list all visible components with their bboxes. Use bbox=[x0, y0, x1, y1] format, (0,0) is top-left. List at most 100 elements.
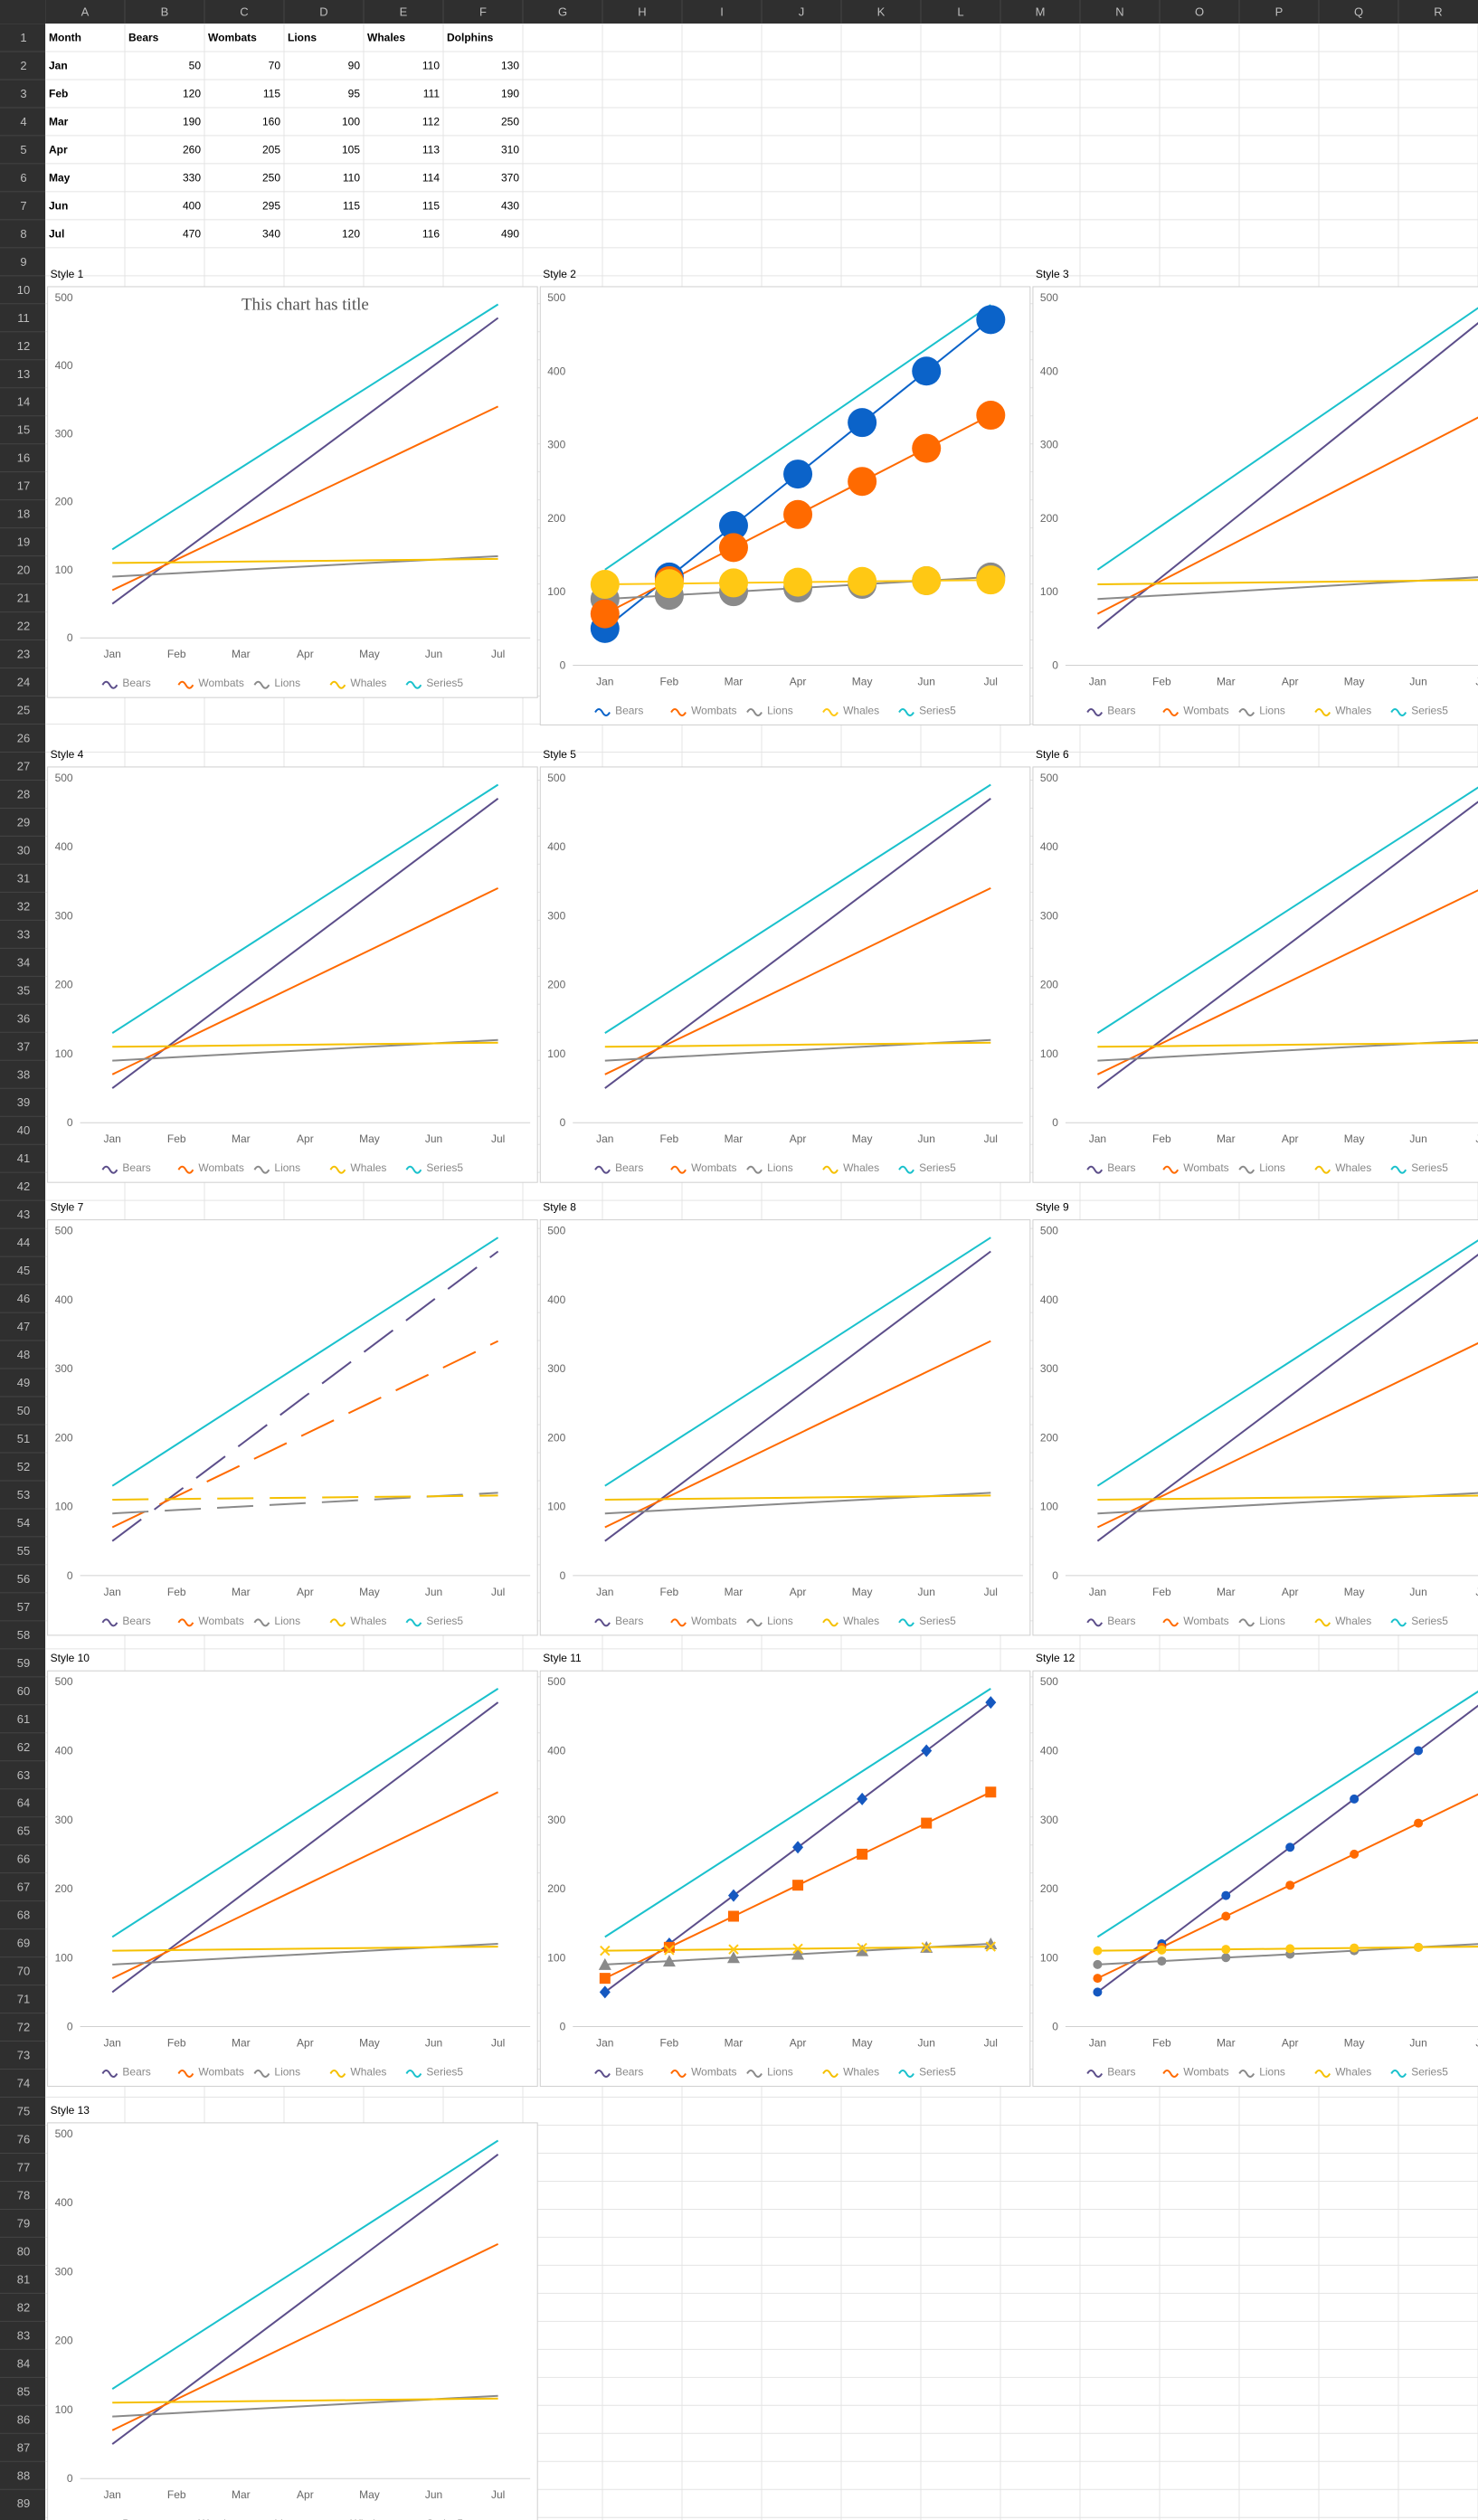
value-cell[interactable]: 190 bbox=[183, 115, 201, 128]
chart-style-11[interactable]: Style 11 0 100 200 300 400 500 Jan Feb Mar Apr May J… bbox=[539, 1652, 1031, 2088]
value-cell[interactable]: 90 bbox=[348, 59, 361, 71]
marker-whales[interactable] bbox=[1221, 1945, 1231, 1955]
chart-frame[interactable] bbox=[1032, 1670, 1478, 2088]
marker-lions[interactable] bbox=[598, 1957, 611, 1970]
value-cell[interactable]: 114 bbox=[422, 171, 440, 184]
row-header-59[interactable]: 59 bbox=[0, 1648, 45, 1670]
row-header-77[interactable]: 77 bbox=[0, 2152, 45, 2174]
month-cell[interactable]: Jan bbox=[49, 59, 68, 71]
series-line-wombats[interactable] bbox=[1096, 415, 1478, 615]
value-cell[interactable]: 115 bbox=[263, 87, 280, 99]
value-cell[interactable]: 110 bbox=[422, 59, 440, 71]
row-header-54[interactable]: 54 bbox=[0, 1508, 45, 1530]
series-line-bears[interactable] bbox=[111, 1250, 499, 1542]
row-header-20[interactable]: 20 bbox=[0, 555, 45, 577]
row-header-30[interactable]: 30 bbox=[0, 835, 45, 857]
value-cell[interactable]: 115 bbox=[343, 199, 360, 212]
header-cell[interactable]: Dolphins bbox=[447, 31, 494, 43]
series-line-series5[interactable] bbox=[604, 1688, 991, 1938]
row-header-14[interactable]: 14 bbox=[0, 387, 45, 409]
marker-wombats[interactable] bbox=[1093, 1974, 1103, 1984]
legend-item-series5[interactable]: Series5 bbox=[1390, 1161, 1448, 1174]
series-line-bears[interactable] bbox=[604, 798, 991, 1089]
series-line-bears[interactable] bbox=[111, 798, 499, 1089]
marker-whales[interactable] bbox=[728, 1944, 739, 1955]
chart-frame[interactable] bbox=[539, 1670, 1031, 2088]
marker-bears[interactable] bbox=[976, 305, 1006, 335]
row-header-16[interactable]: 16 bbox=[0, 443, 45, 465]
legend-item-bears[interactable]: Bears bbox=[1086, 1161, 1136, 1174]
value-cell[interactable]: 113 bbox=[422, 143, 440, 156]
marker-lions[interactable] bbox=[726, 1951, 740, 1964]
row-header-69[interactable]: 69 bbox=[0, 1928, 45, 1950]
legend-item-whales[interactable]: Whales bbox=[1314, 1615, 1371, 1627]
marker-wombats[interactable] bbox=[1221, 1911, 1231, 1921]
series-line-bears[interactable] bbox=[604, 1250, 991, 1542]
row-header-52[interactable]: 52 bbox=[0, 1452, 45, 1473]
series-line-series5[interactable] bbox=[111, 2139, 499, 2390]
legend-item-whales[interactable]: Whales bbox=[822, 704, 879, 716]
marker-whales[interactable] bbox=[921, 1942, 932, 1953]
legend-item-wombats[interactable]: Wombats bbox=[670, 2066, 737, 2079]
value-cell[interactable]: 260 bbox=[183, 143, 201, 156]
column-header-e[interactable]: E bbox=[363, 0, 408, 24]
row-header-55[interactable]: 55 bbox=[0, 1536, 45, 1558]
value-cell[interactable]: 430 bbox=[501, 199, 519, 212]
row-header-73[interactable]: 73 bbox=[0, 2041, 45, 2062]
legend-item-lions[interactable]: Lions bbox=[746, 2066, 793, 2079]
column-header-h[interactable]: H bbox=[602, 0, 647, 24]
legend-item-whales[interactable]: Whales bbox=[822, 1161, 879, 1174]
row-header-48[interactable]: 48 bbox=[0, 1340, 45, 1361]
legend-item-lions[interactable]: Lions bbox=[746, 1615, 793, 1627]
value-cell[interactable]: 50 bbox=[189, 59, 202, 71]
column-header-j[interactable]: J bbox=[761, 0, 804, 24]
legend-item-wombats[interactable]: Wombats bbox=[1162, 2066, 1229, 2079]
column-header-d[interactable]: D bbox=[283, 0, 328, 24]
series-line-whales[interactable] bbox=[1097, 1041, 1478, 1048]
row-header-82[interactable]: 82 bbox=[0, 2292, 45, 2314]
marker-whales[interactable] bbox=[600, 1945, 611, 1956]
legend-item-series5[interactable]: Series5 bbox=[1390, 1615, 1448, 1627]
row-header-76[interactable]: 76 bbox=[0, 2125, 45, 2146]
chart-style-12[interactable]: Style 12 0 100 200 300 400 500 Jan Feb Mar Apr May J… bbox=[1032, 1652, 1478, 2088]
marker-whales[interactable] bbox=[1157, 1945, 1167, 1955]
value-cell[interactable]: 130 bbox=[501, 59, 519, 71]
series-line-bears[interactable] bbox=[111, 1701, 499, 1994]
row-header-6[interactable]: 6 bbox=[0, 163, 45, 185]
series-line-series5[interactable] bbox=[1096, 305, 1478, 571]
series-line-series5[interactable] bbox=[111, 1236, 499, 1487]
legend-item-bears[interactable]: Bears bbox=[594, 1615, 643, 1627]
row-header-26[interactable]: 26 bbox=[0, 724, 45, 745]
legend-item-wombats[interactable]: Wombats bbox=[177, 677, 244, 689]
row-header-19[interactable]: 19 bbox=[0, 527, 45, 549]
month-cell[interactable]: Jun bbox=[49, 199, 68, 212]
column-header-c[interactable]: C bbox=[204, 0, 249, 24]
row-header-28[interactable]: 28 bbox=[0, 779, 45, 801]
row-header-37[interactable]: 37 bbox=[0, 1031, 45, 1053]
legend-item-whales[interactable]: Whales bbox=[330, 2517, 386, 2520]
legend-item-bears[interactable]: Bears bbox=[101, 1615, 151, 1627]
marker-whales[interactable] bbox=[848, 566, 877, 596]
marker-wombats[interactable] bbox=[1350, 1849, 1360, 1859]
row-header-10[interactable]: 10 bbox=[0, 275, 45, 297]
row-header-23[interactable]: 23 bbox=[0, 639, 45, 661]
row-header-70[interactable]: 70 bbox=[0, 1956, 45, 1978]
value-cell[interactable]: 250 bbox=[262, 171, 280, 184]
header-cell[interactable]: Wombats bbox=[208, 31, 257, 43]
series-line-wombats[interactable] bbox=[1096, 1341, 1478, 1529]
column-header-o[interactable]: O bbox=[1159, 0, 1204, 24]
chart-style-6[interactable]: Style 6 0 100 200 300 400 500 Jan Feb Mar Apr May Ju… bbox=[1032, 748, 1478, 1183]
legend-item-whales[interactable]: Whales bbox=[1314, 704, 1371, 716]
legend-item-lions[interactable]: Lions bbox=[254, 2517, 300, 2520]
value-cell[interactable]: 111 bbox=[423, 87, 441, 99]
marker-whales[interactable] bbox=[912, 565, 942, 595]
marker-wombats[interactable] bbox=[921, 1817, 933, 1829]
chart-style-3[interactable]: Style 3 0 100 200 300 400 500 Jan Feb Mar Apr May Ju… bbox=[1032, 268, 1478, 725]
value-cell[interactable]: 370 bbox=[501, 171, 519, 184]
marker-wombats[interactable] bbox=[783, 499, 813, 529]
legend-item-series5[interactable]: Series5 bbox=[898, 704, 956, 716]
marker-bears[interactable] bbox=[1221, 1890, 1231, 1900]
marker-bears[interactable] bbox=[727, 1889, 739, 1902]
row-header-47[interactable]: 47 bbox=[0, 1312, 45, 1333]
